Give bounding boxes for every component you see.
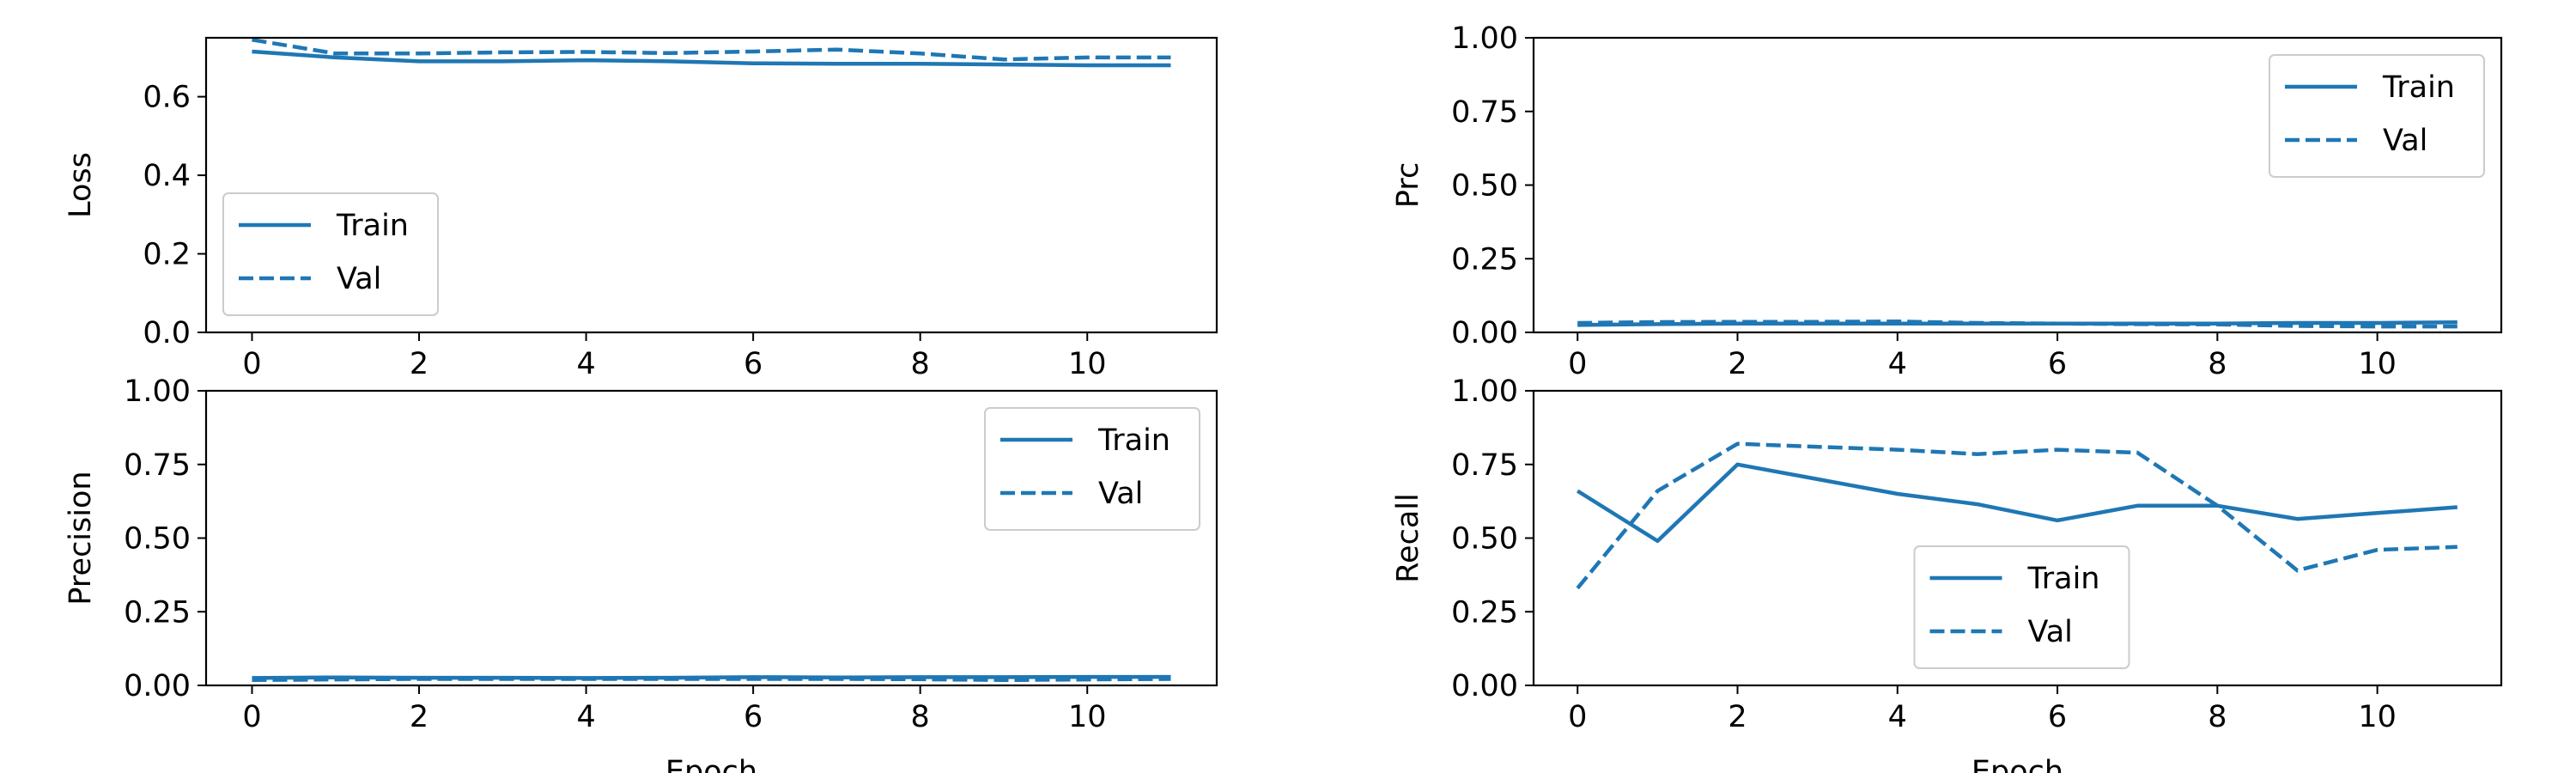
x-tick-label: 6 bbox=[744, 347, 762, 381]
x-tick-label: 4 bbox=[576, 700, 595, 734]
legend: Train Val bbox=[222, 192, 439, 316]
x-tick-label: 4 bbox=[1888, 347, 1907, 381]
y-tick-label: 0.25 bbox=[1451, 242, 1518, 277]
y-tick-label: 0.6 bbox=[143, 81, 191, 115]
x-tick-label: 10 bbox=[2358, 347, 2397, 381]
legend-label-val: Val bbox=[2383, 124, 2427, 158]
y-tick-label: 0.75 bbox=[124, 448, 191, 483]
x-tick-label: 0 bbox=[242, 700, 261, 734]
chart-loss: 0 2 4 6 8 10 0.0 0.2 0.4 0.6 Loss Train Val bbox=[64, 36, 1218, 381]
x-tick-label: 8 bbox=[2208, 700, 2227, 734]
series-line-val bbox=[252, 677, 1171, 683]
x-tick-label: 8 bbox=[911, 347, 930, 381]
x-axis-label: Epoch bbox=[665, 755, 757, 773]
y-axis-label: Precision bbox=[64, 471, 98, 605]
x-tick-label: 8 bbox=[911, 700, 930, 734]
y-tick-label: 0.00 bbox=[1451, 316, 1518, 350]
y-tick-label: 0.4 bbox=[143, 159, 191, 193]
y-tick-label: 0.0 bbox=[143, 316, 191, 350]
x-tick-label: 6 bbox=[2048, 700, 2067, 734]
y-tick-label: 0.75 bbox=[1451, 95, 1518, 130]
y-axis-label: Loss bbox=[64, 152, 98, 218]
legend: Train Val bbox=[984, 407, 1200, 531]
x-tick-label: 2 bbox=[1728, 347, 1747, 381]
y-tick-label: 0.50 bbox=[124, 522, 191, 557]
legend-label-train: Train bbox=[1097, 423, 1170, 458]
y-tick-label: 0.00 bbox=[1451, 669, 1518, 703]
y-tick-label: 1.00 bbox=[1451, 21, 1518, 56]
y-tick-label: 1.00 bbox=[1451, 374, 1518, 409]
x-tick-label: 6 bbox=[744, 700, 762, 734]
x-tick-label: 2 bbox=[410, 700, 428, 734]
x-tick-label: 0 bbox=[1568, 347, 1587, 381]
series-line-val bbox=[1576, 441, 2458, 590]
x-tick-label: 0 bbox=[1568, 700, 1587, 734]
x-tick-label: 2 bbox=[410, 347, 428, 381]
series-line-train bbox=[1577, 462, 2458, 544]
x-axis-label: Epoch bbox=[1971, 755, 2063, 773]
legend-label-val: Val bbox=[1098, 477, 1143, 511]
x-tick-label: 6 bbox=[2048, 347, 2067, 381]
y-tick-label: 0.2 bbox=[143, 238, 191, 272]
x-tick-label: 10 bbox=[1068, 700, 1107, 734]
chart-prc: 0 2 4 6 8 10 0.00 0.25 0.50 0.75 1.00 Prc Train Val bbox=[1391, 21, 2503, 381]
x-tick-label: 4 bbox=[576, 347, 595, 381]
y-tick-label: 0.25 bbox=[124, 595, 191, 630]
x-tick-label: 8 bbox=[2208, 347, 2227, 381]
y-tick-label: 0.50 bbox=[1451, 522, 1518, 557]
y-axis-label: Recall bbox=[1391, 493, 1425, 582]
chart-recall: 0 2 4 6 8 10 0.00 0.25 0.50 0.75 1.00 Recall Epoch Tr… bbox=[1391, 374, 2503, 773]
legend-label-val: Val bbox=[2028, 615, 2073, 649]
y-tick-label: 1.00 bbox=[124, 374, 191, 409]
series-line-train bbox=[252, 49, 1171, 68]
x-tick-label: 0 bbox=[242, 347, 261, 381]
chart-precision: 0 2 4 6 8 10 0.00 0.25 0.50 0.75 1.00 Precision Epoc… bbox=[64, 374, 1218, 773]
x-tick-label: 10 bbox=[2358, 700, 2397, 734]
y-tick-label: 0.00 bbox=[124, 669, 191, 703]
legend-label-train: Train bbox=[2382, 70, 2455, 105]
y-axis-label: Prc bbox=[1391, 162, 1425, 208]
legend-label-train: Train bbox=[2027, 562, 2100, 596]
legend-label-train: Train bbox=[336, 209, 409, 243]
legend-label-val: Val bbox=[337, 262, 381, 296]
axes-frame bbox=[204, 36, 1218, 334]
y-tick-label: 0.50 bbox=[1451, 169, 1518, 204]
y-tick-label: 0.75 bbox=[1451, 448, 1518, 483]
x-tick-label: 2 bbox=[1728, 700, 1747, 734]
legend: Train Val bbox=[2269, 54, 2485, 178]
y-tick-label: 0.25 bbox=[1451, 595, 1518, 630]
x-tick-label: 4 bbox=[1888, 700, 1907, 734]
series-line-val bbox=[1577, 320, 2458, 329]
series-line-val bbox=[252, 38, 1171, 62]
legend: Train Val bbox=[1913, 545, 2130, 669]
x-tick-label: 10 bbox=[1068, 347, 1107, 381]
